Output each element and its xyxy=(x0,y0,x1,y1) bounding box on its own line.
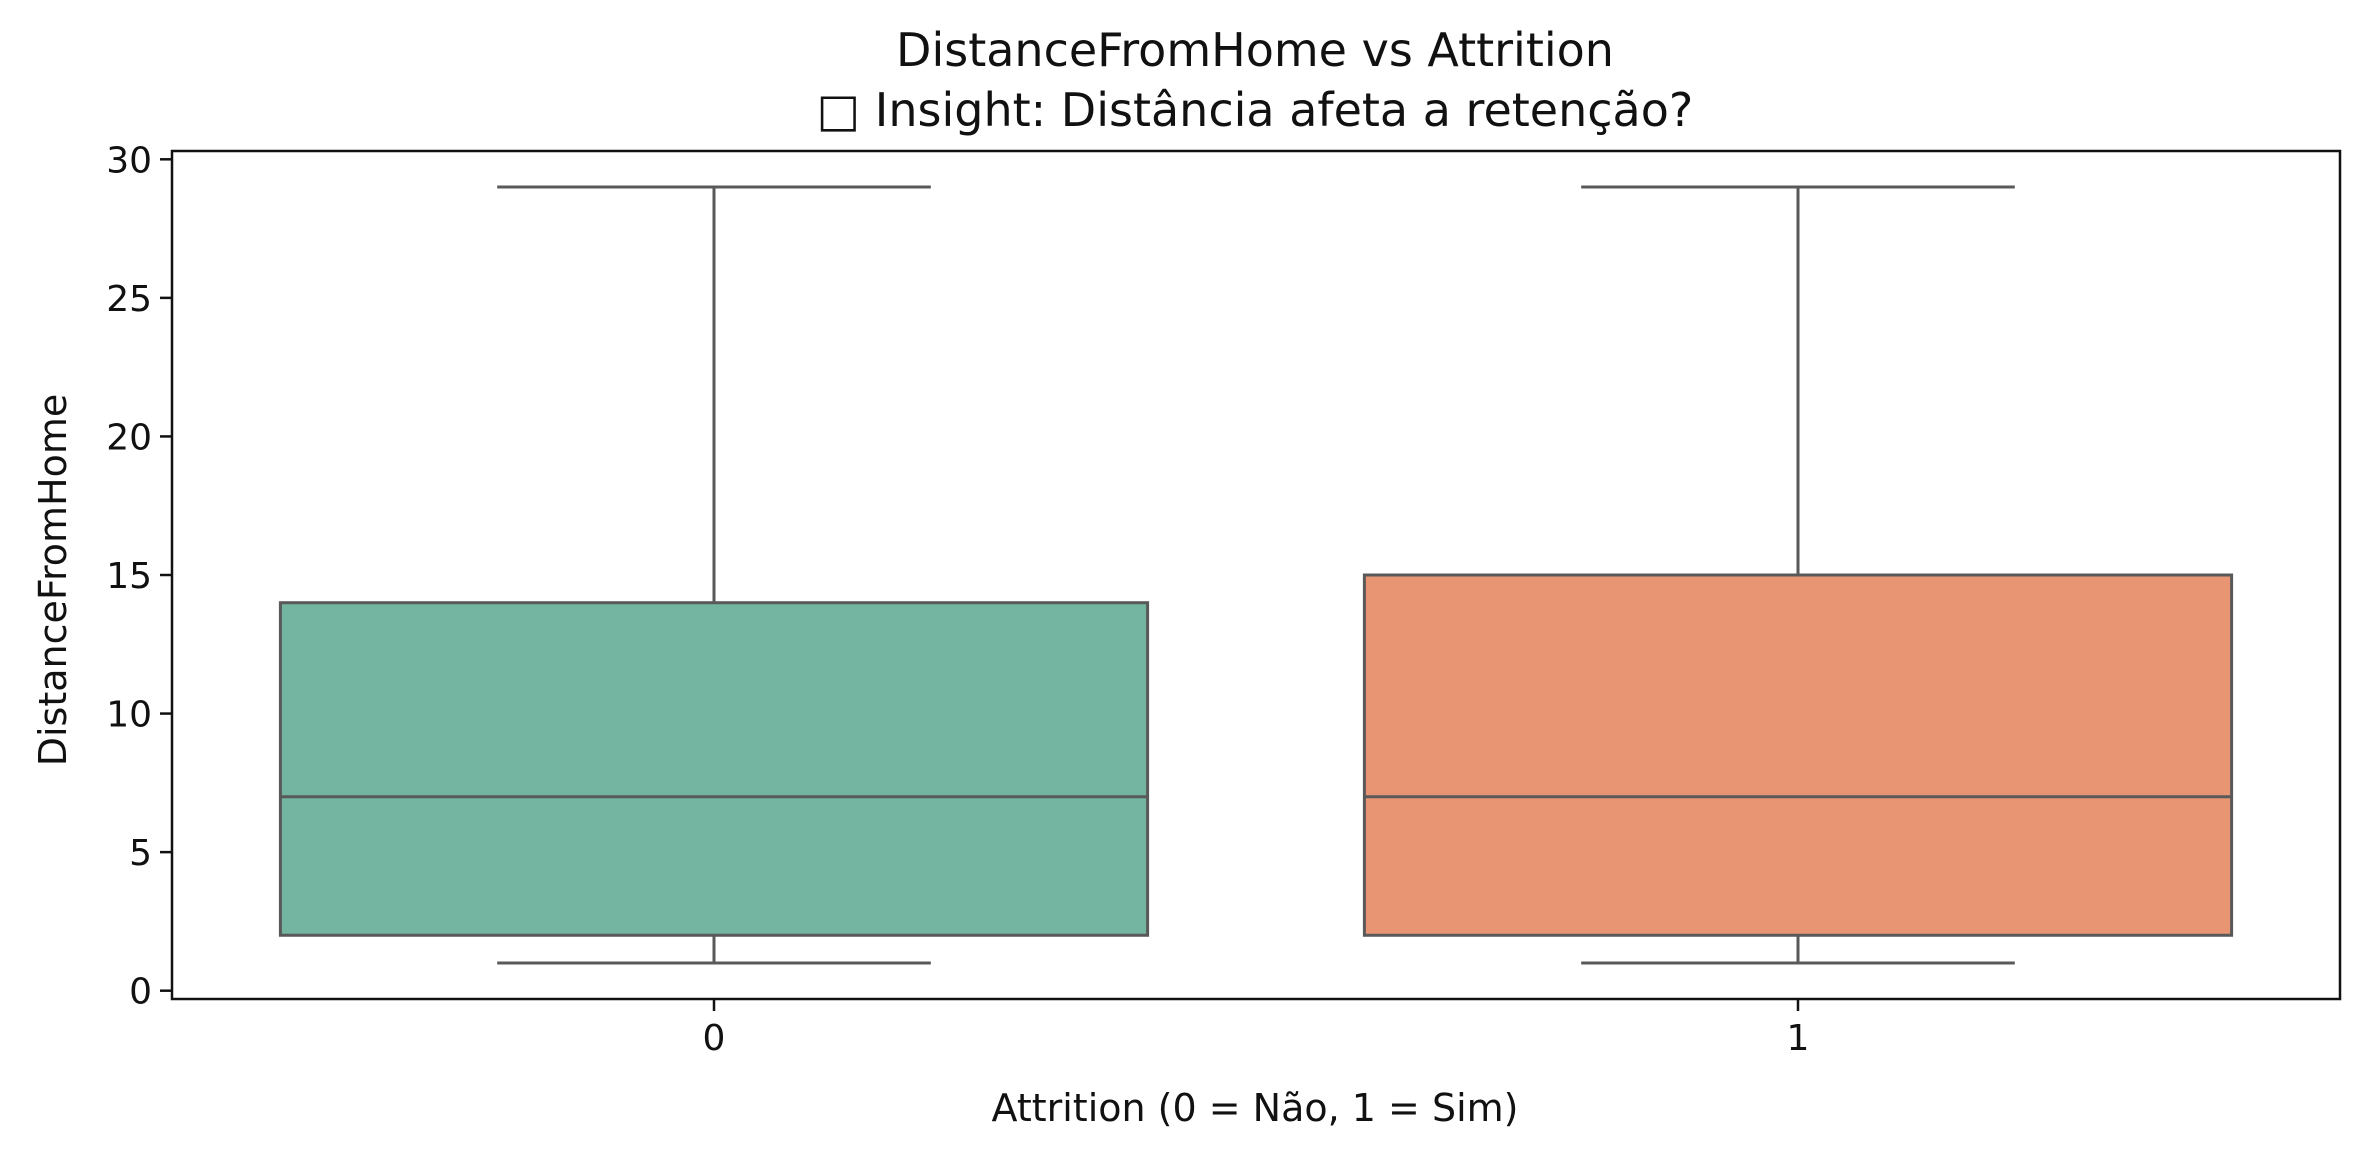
y-tick-label: 30 xyxy=(106,140,152,181)
x-tick-label: 0 xyxy=(703,1018,726,1059)
y-tick-label: 10 xyxy=(106,695,152,736)
y-axis: 0 5 10 15 20 25 30 xyxy=(106,140,172,1013)
y-tick-label: 15 xyxy=(106,556,152,597)
box-0 xyxy=(278,185,1150,965)
y-tick-label: 25 xyxy=(106,279,152,320)
box-iqr xyxy=(278,601,1150,937)
x-tick-label: 1 xyxy=(1787,1018,1810,1059)
y-axis-label: DistanceFromHome xyxy=(31,394,75,767)
box-1 xyxy=(1362,185,2234,965)
y-tick-label: 20 xyxy=(106,417,152,458)
x-axis-label: Attrition (0 = Não, 1 = Sim) xyxy=(992,1086,1519,1130)
box-iqr xyxy=(1362,573,2234,937)
boxes-group xyxy=(278,185,2234,965)
chart-title: DistanceFromHome vs Attrition xyxy=(896,23,1614,77)
y-tick-label: 5 xyxy=(129,833,152,874)
y-tick-label: 0 xyxy=(129,972,152,1013)
chart-subtitle: □ Insight: Distância afeta a retenção? xyxy=(817,83,1694,137)
